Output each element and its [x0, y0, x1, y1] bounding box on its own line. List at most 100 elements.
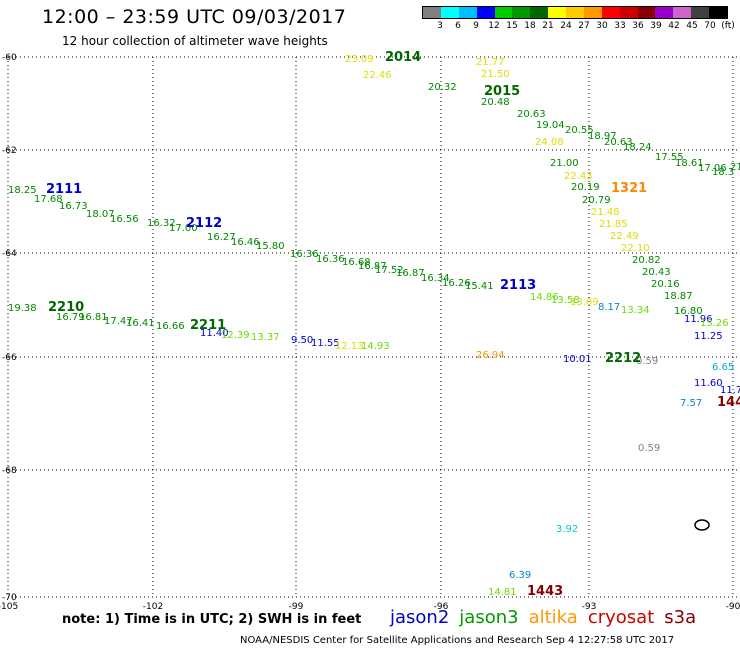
wave-height-value: 12.39 [221, 330, 250, 341]
wave-height-value: 18.24 [623, 142, 652, 153]
wave-height-value: 16.36 [290, 249, 319, 260]
wave-height-value: 8.17 [598, 302, 620, 313]
color-swatch [566, 7, 584, 18]
pass-label: 1321 [611, 181, 647, 196]
color-swatch [530, 7, 549, 18]
longitude-label: -90 [726, 602, 740, 612]
color-scale-tick: 18 [524, 21, 536, 31]
wave-height-value: 21.77 [476, 57, 505, 68]
color-scale-tick: 39 [650, 21, 662, 31]
latitude-label: -64 [2, 249, 17, 259]
wave-height-value: 6.65 [712, 362, 734, 373]
wave-height-value: 16.56 [110, 214, 139, 225]
color-swatch [458, 7, 477, 18]
wave-height-value: 11.40 [200, 328, 229, 339]
wave-height-value: 23.09 [345, 54, 374, 65]
wave-height-value: 21.50 [481, 69, 510, 80]
wave-height-value: 16.87 [396, 268, 425, 279]
wave-height-value: 16.27 [207, 232, 236, 243]
wave-height-value: 20.43 [642, 267, 671, 278]
wave-height-value: 13.34 [621, 305, 650, 316]
wave-height-value: 16.34 [421, 273, 450, 284]
wave-height-value: 18.97 [588, 131, 617, 142]
color-scale-tick: 15 [506, 21, 518, 31]
color-scale-tick: 42 [668, 21, 680, 31]
color-swatch [619, 7, 638, 18]
pass-label: 2014 [385, 50, 421, 65]
color-swatch [691, 7, 709, 18]
wave-height-value: 21.48 [591, 207, 620, 218]
wave-height-value: 11.55 [311, 338, 340, 349]
latitude-label: -68 [2, 466, 17, 476]
wave-height-value: 20.32 [428, 82, 457, 93]
color-scale-tick: 24 [560, 21, 572, 31]
wave-height-value: 14.93 [361, 341, 390, 352]
pass-label: 2015 [484, 84, 520, 99]
color-scale-tick: 30 [596, 21, 608, 31]
wave-height-value: 20.82 [632, 255, 661, 266]
wave-height-value: 0.59 [636, 356, 658, 367]
wave-height-value: 16.68 [342, 257, 371, 268]
wave-height-value: 16.41 [126, 318, 155, 329]
pass-label: 2210 [48, 300, 84, 315]
wave-height-value: 13.26 [700, 318, 729, 329]
longitude-label: -96 [434, 602, 449, 612]
color-scale-tick: 45 [686, 21, 698, 31]
pass-label: 2212 [605, 351, 641, 366]
color-scale-tick: 33 [614, 21, 626, 31]
wave-height-value: 13.37 [251, 332, 280, 343]
wave-height-value: 17.06 [698, 163, 727, 174]
footer-credit: NOAA/NESDIS Center for Satellite Applica… [240, 635, 675, 646]
color-scale-tick: 36 [632, 21, 644, 31]
wave-height-value: 20.63 [517, 109, 546, 120]
wave-height-value: 20.63 [604, 137, 633, 148]
wave-height-value: 17.52 [375, 265, 404, 276]
wave-height-value: 24.08 [535, 137, 564, 148]
wave-height-value: 9.50 [291, 335, 313, 346]
longitude-label: -93 [582, 602, 597, 612]
wave-height-value: 11.96 [684, 314, 713, 325]
pass-labels: 2111211221132210221122122014201513211441… [46, 50, 740, 599]
wave-height-value: 11.25 [694, 331, 723, 342]
pass-label: 2112 [186, 216, 222, 231]
wave-height-value: 22.43 [564, 171, 593, 182]
satellite-legend-item: s3a [664, 607, 697, 628]
wave-height-value: 18.87 [664, 291, 693, 302]
wave-height-value: 19.04 [536, 120, 565, 131]
wave-height-value: 20.19 [571, 182, 600, 193]
wave-height-value: 22.49 [610, 231, 639, 242]
pass-label: 2111 [46, 182, 82, 197]
wave-height-value: 21.85 [599, 219, 628, 230]
color-scale-tick: 21 [542, 21, 554, 31]
color-scale-tick: 3 [437, 21, 443, 31]
wave-height-value: 16.26 [442, 278, 471, 289]
wave-height-value: 18.61 [675, 158, 704, 169]
color-swatch [512, 7, 531, 18]
chart-subtitle: 12 hour collection of altimeter wave hei… [62, 34, 328, 48]
latitude-label: -62 [2, 146, 17, 156]
satellite-legend-item: cryosat [587, 607, 655, 628]
wave-height-value: 16.80 [674, 306, 703, 317]
color-scale-tick: 9 [473, 21, 479, 31]
wave-height-value: 16.66 [156, 321, 185, 332]
wave-height-value: 16.46 [231, 237, 260, 248]
wave-height-value: 20.55 [565, 125, 594, 136]
latitude-label: -70 [2, 593, 17, 603]
color-swatch [440, 7, 459, 18]
wave-height-values: 23.0922.4621.7721.5020.3220.4820.6319.04… [8, 54, 740, 598]
wave-height-value: 18.3 [712, 167, 734, 178]
pass-label: 2211 [190, 318, 226, 333]
color-scale-ticks: 3 6 9 12 15 18 21 24 27 30 33 36 39 42 45 70 (ft) [422, 21, 735, 33]
wave-height-value: 14.86 [530, 292, 559, 303]
latitude-label: -66 [2, 353, 17, 363]
longitude-label: -102 [143, 602, 163, 612]
color-swatch [655, 7, 674, 18]
color-swatch [637, 7, 656, 18]
wave-height-value: 19.38 [8, 303, 37, 314]
wave-height-value: 22.10 [621, 243, 650, 254]
color-scale-tick: 70 [704, 21, 716, 31]
color-swatch [476, 7, 495, 18]
satellite-legend-item: jason3 [459, 607, 519, 628]
axis-labels: -60 -62 -64 -66 -68 -70-105 -102 -99 -96 -93 -90 [0, 53, 740, 612]
color-scale-bar [422, 6, 728, 19]
